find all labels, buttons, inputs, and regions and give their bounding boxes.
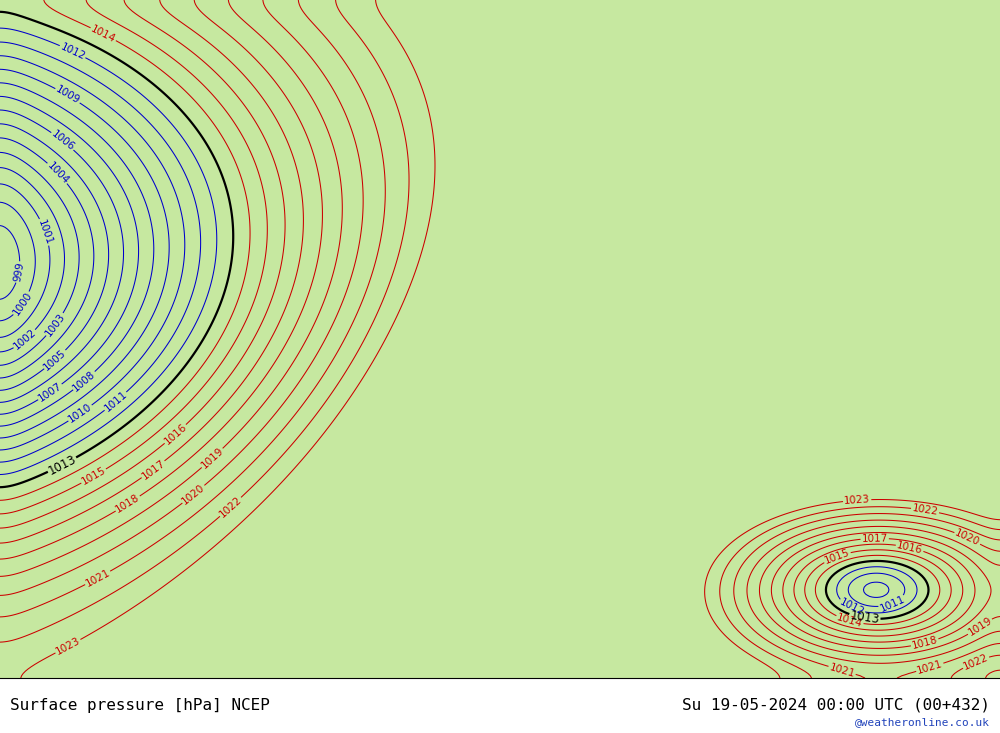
Text: 1015: 1015 [80, 465, 108, 487]
Text: 1021: 1021 [84, 567, 112, 589]
Text: Su 19-05-2024 00:00 UTC (00+432): Su 19-05-2024 00:00 UTC (00+432) [682, 698, 990, 712]
Text: 1009: 1009 [54, 84, 82, 106]
Text: @weatheronline.co.uk: @weatheronline.co.uk [855, 717, 990, 727]
Text: 1020: 1020 [180, 482, 207, 507]
Text: 1017: 1017 [140, 457, 167, 482]
Text: 1021: 1021 [828, 662, 856, 679]
Text: 999: 999 [12, 262, 25, 283]
Text: 1002: 1002 [12, 327, 38, 352]
Text: 1011: 1011 [878, 594, 906, 614]
Text: 1023: 1023 [844, 494, 871, 507]
Text: 1022: 1022 [217, 495, 244, 520]
Text: 1014: 1014 [89, 23, 117, 45]
Text: 1018: 1018 [911, 635, 939, 651]
Text: Surface pressure [hPa] NCEP: Surface pressure [hPa] NCEP [10, 698, 270, 712]
Text: 1022: 1022 [962, 652, 990, 672]
Text: 1003: 1003 [43, 312, 67, 338]
Text: 1017: 1017 [861, 533, 888, 544]
Text: 1010: 1010 [67, 402, 94, 424]
Text: 1021: 1021 [916, 659, 944, 676]
Text: 1022: 1022 [911, 504, 939, 517]
Text: 1015: 1015 [823, 548, 851, 566]
Text: 1007: 1007 [36, 380, 64, 404]
Text: 1018: 1018 [114, 493, 142, 515]
Text: 1000: 1000 [11, 290, 34, 317]
Text: 1006: 1006 [49, 129, 76, 153]
Text: 1016: 1016 [162, 421, 189, 446]
Text: 1004: 1004 [45, 160, 70, 186]
Text: 1019: 1019 [966, 616, 994, 638]
Text: 1012: 1012 [838, 597, 866, 618]
Text: 1014: 1014 [836, 612, 864, 629]
Text: 1013: 1013 [849, 609, 880, 627]
Text: 1008: 1008 [71, 369, 97, 393]
Text: 1020: 1020 [953, 528, 981, 548]
Text: 1023: 1023 [54, 636, 82, 657]
Text: 1016: 1016 [896, 539, 924, 556]
Text: 1001: 1001 [36, 218, 54, 246]
Text: 1012: 1012 [59, 41, 87, 62]
Text: 1011: 1011 [102, 389, 129, 413]
Text: 1013: 1013 [46, 452, 78, 477]
Text: 1019: 1019 [199, 446, 225, 471]
Text: 1005: 1005 [42, 347, 68, 372]
